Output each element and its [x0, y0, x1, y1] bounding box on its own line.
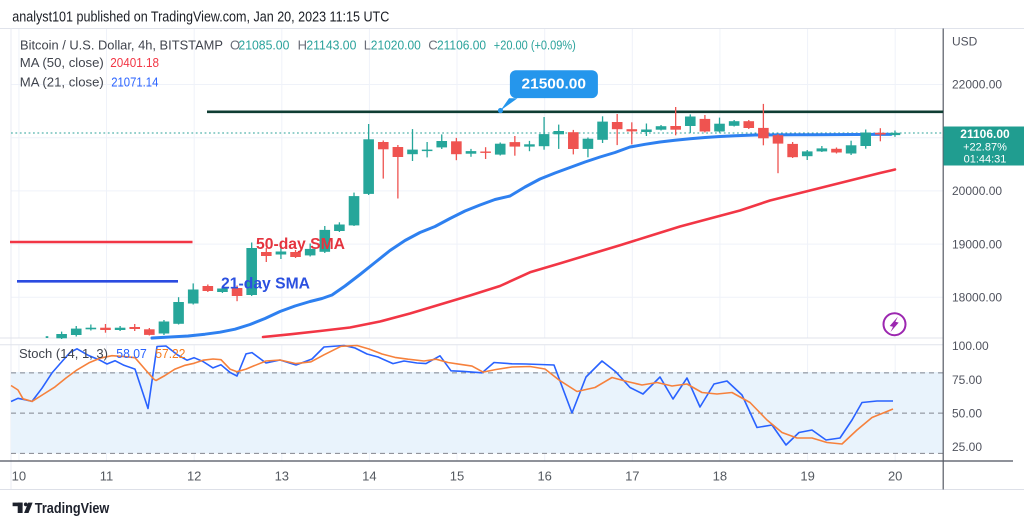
svg-text:19000.00: 19000.00	[952, 237, 1002, 251]
svg-text:17: 17	[625, 469, 639, 484]
svg-text:Bitcoin / U.S. Dollar, 4h, BIT: Bitcoin / U.S. Dollar, 4h, BITSTAMP	[20, 38, 223, 53]
svg-text:21-day SMA: 21-day SMA	[221, 276, 310, 293]
svg-text:MA (21, close): MA (21, close)	[20, 75, 104, 90]
svg-text:Stoch (14, 1, 3): Stoch (14, 1, 3)	[19, 346, 108, 361]
svg-text:21106.00: 21106.00	[960, 127, 1010, 141]
svg-text:10: 10	[12, 469, 26, 484]
svg-text:21500.00: 21500.00	[522, 75, 587, 92]
svg-text:57.22: 57.22	[155, 346, 185, 361]
svg-text:15: 15	[450, 469, 464, 484]
svg-text:50-day SMA: 50-day SMA	[256, 236, 345, 253]
svg-text:21106.00: 21106.00	[437, 38, 486, 53]
svg-text:18: 18	[713, 469, 727, 484]
svg-text:01:44:31: 01:44:31	[964, 154, 1007, 166]
svg-text:USD: USD	[952, 35, 978, 49]
svg-text:21071.14: 21071.14	[111, 75, 158, 90]
svg-text:MA (50, close): MA (50, close)	[20, 55, 104, 70]
svg-text:analyst101 published on Tradin: analyst101 published on TradingView.com,…	[12, 9, 389, 25]
svg-text:22000.00: 22000.00	[952, 78, 1002, 92]
svg-text:75.00: 75.00	[952, 373, 982, 387]
svg-text:12: 12	[187, 469, 201, 484]
svg-text:13: 13	[275, 469, 289, 484]
svg-text:21020.00: 21020.00	[371, 38, 421, 53]
svg-text:21143.00: 21143.00	[306, 38, 356, 53]
svg-text:20000.00: 20000.00	[952, 184, 1002, 198]
svg-text:20: 20	[888, 469, 902, 484]
svg-text:14: 14	[362, 469, 376, 484]
svg-text:+22.87%: +22.87%	[963, 141, 1007, 153]
svg-text:20401.18: 20401.18	[110, 55, 159, 70]
svg-text:11: 11	[100, 469, 114, 484]
svg-text:+20.00 (+0.09%): +20.00 (+0.09%)	[494, 38, 576, 53]
svg-text:16: 16	[537, 469, 551, 484]
svg-text:TradingView: TradingView	[35, 500, 110, 517]
svg-text:18000.00: 18000.00	[952, 291, 1002, 305]
svg-text:25.00: 25.00	[952, 440, 982, 454]
svg-text:50.00: 50.00	[952, 406, 982, 420]
svg-text:100.00: 100.00	[952, 339, 989, 353]
svg-text:19: 19	[800, 469, 814, 484]
svg-text:58.07: 58.07	[116, 346, 147, 361]
svg-text:21085.00: 21085.00	[238, 38, 289, 53]
